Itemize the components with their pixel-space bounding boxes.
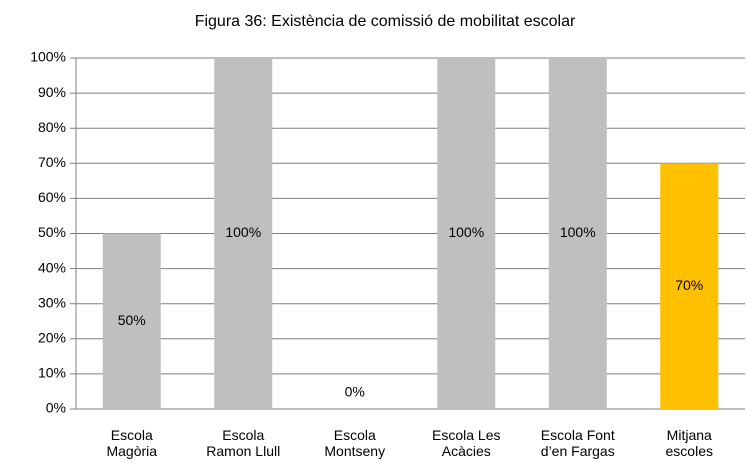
y-tick-label: 40% (38, 259, 66, 275)
x-tick-label: Escola Font d’en Fargas (541, 427, 615, 459)
y-tick-label: 10% (38, 365, 66, 381)
x-tick-label: Escola Les Acàcies (432, 427, 500, 459)
chart-title: Figura 36: Existència de comissió de mob… (195, 13, 576, 30)
data-label: 0% (345, 384, 365, 400)
x-tick-label: Escola Ramon Llull (206, 427, 280, 459)
y-tick-label: 60% (38, 189, 66, 205)
data-label: 100% (560, 224, 596, 240)
data-label: 100% (448, 224, 484, 240)
bar (548, 58, 607, 409)
data-label: 100% (225, 224, 261, 240)
y-tick-label: 0% (46, 400, 66, 416)
y-tick-label: 90% (38, 84, 66, 100)
y-tick-label: 50% (38, 224, 66, 240)
data-label: 50% (118, 312, 146, 328)
x-tick-label: Escola Montseny (324, 427, 385, 459)
y-tick-label: 100% (30, 49, 66, 65)
x-tick-label: Escola Magòria (106, 427, 157, 459)
y-tick-label: 70% (38, 154, 66, 170)
y-tick-label: 80% (38, 119, 66, 135)
x-tick-label: Mitjana escoles (666, 427, 713, 459)
bar (102, 233, 161, 409)
bar (437, 58, 496, 409)
data-label: 70% (675, 277, 703, 293)
y-tick-label: 20% (38, 330, 66, 346)
y-tick-label: 30% (38, 294, 66, 310)
bar (214, 58, 273, 409)
bar (660, 163, 719, 409)
